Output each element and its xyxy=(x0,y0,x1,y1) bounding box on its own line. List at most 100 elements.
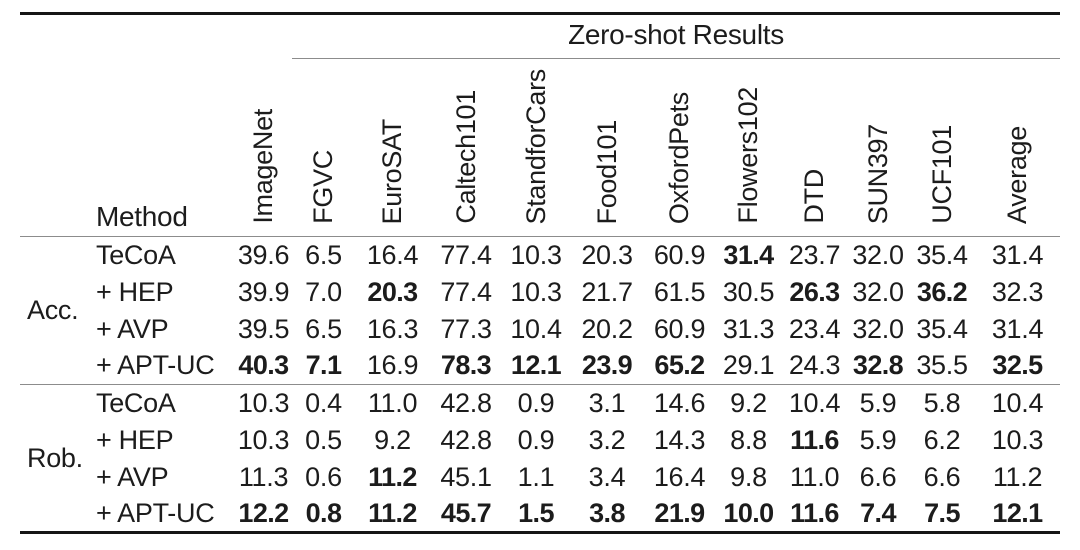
row-group-label: Acc. xyxy=(20,236,90,385)
value-cell: 0.5 xyxy=(305,424,342,455)
value-cell: 10.4 xyxy=(991,387,1044,418)
col-header-label: UCF101 xyxy=(926,125,957,224)
value-cell: 31.4 xyxy=(991,239,1044,270)
value-cell: 11.6 xyxy=(790,424,839,455)
value-cell: 42.8 xyxy=(440,387,492,418)
col-header-oxfordpets: OxfordPets xyxy=(644,58,715,237)
value-cell: 61.5 xyxy=(653,276,706,307)
value-cell: 7.5 xyxy=(924,497,960,528)
value-cell: 35.4 xyxy=(916,239,968,270)
value-cell: 35.4 xyxy=(916,313,968,344)
table-row: + APT-UC 40.3 7.1 16.9 78.3 12.1 23.9 65.2 29.1 2… xyxy=(20,347,1060,385)
table-body: Acc. TeCoA 39.6 6.5 16.4 77.4 10.3 20.3 60.9 31.4… xyxy=(20,236,1060,533)
value-cell: 32.5 xyxy=(975,347,1060,385)
value-cell: 77.4 xyxy=(440,239,492,270)
col-header-label: EuroSAT xyxy=(377,118,407,224)
method-cell: + AVP xyxy=(96,313,169,344)
table-row: Rob. TeCoA 10.3 0.4 11.0 42.8 0.9 3.1 14.6 9.2 10.… xyxy=(20,385,1060,473)
col-header-fgvc: FGVC xyxy=(292,58,355,237)
value-cell: 6.6 xyxy=(923,461,961,492)
value-cell: 12.1 xyxy=(502,347,570,385)
zero-shot-results-title: Zero-shot Results xyxy=(292,13,1060,59)
method-cell: + HEP xyxy=(96,424,174,455)
value-cell: 0.6 xyxy=(305,461,342,492)
value-cell: 9.8 xyxy=(730,461,767,492)
value-cell: 21.7 xyxy=(581,276,633,307)
value-cell: 11.3 xyxy=(238,461,289,492)
col-header-label: ImageNet xyxy=(248,109,278,224)
value-cell: 10.3 xyxy=(510,276,562,307)
row-group-label: Rob. xyxy=(27,442,83,473)
col-header-label: Average xyxy=(1002,126,1032,224)
table-row: + APT-UC 12.2 0.8 11.2 45.7 1.5 3.8 21.9 10.0 11.… xyxy=(20,496,1060,533)
value-cell: 10.4 xyxy=(510,313,562,344)
col-header-food101: Food101 xyxy=(570,58,644,237)
value-cell: 16.9 xyxy=(355,347,430,385)
value-cell: 11.2 xyxy=(368,461,417,492)
value-cell: 10.3 xyxy=(237,424,290,455)
results-table: Zero-shot Results Method ImageNet FGVC E… xyxy=(20,12,1060,534)
value-cell: 23.4 xyxy=(788,313,841,344)
method-cell: + APT-UC xyxy=(96,497,215,528)
value-cell: 32.0 xyxy=(852,276,904,307)
value-cell: 45.7 xyxy=(440,497,492,528)
value-cell: 5.9 xyxy=(859,387,897,418)
title-spacer xyxy=(20,14,292,59)
value-cell: 9.2 xyxy=(730,387,767,418)
value-cell: 23.9 xyxy=(570,347,644,385)
value-cell: 42.8 xyxy=(440,424,492,455)
value-cell: 0.9 xyxy=(517,424,555,455)
column-header-row: Method ImageNet FGVC EuroSAT Caltech101 … xyxy=(20,58,1060,237)
value-cell: 12.1 xyxy=(992,497,1043,528)
value-cell: 39.9 xyxy=(237,276,290,307)
value-cell: 78.3 xyxy=(430,347,502,385)
value-cell: 11.6 xyxy=(790,497,839,528)
value-cell: 6.5 xyxy=(305,239,342,270)
value-cell: 10.3 xyxy=(510,239,562,270)
value-cell: 32.0 xyxy=(852,239,904,270)
value-cell: 30.5 xyxy=(722,276,775,307)
group-header-empty xyxy=(20,58,90,237)
value-cell: 10.3 xyxy=(991,424,1044,455)
table-row: + HEP 10.3 0.5 9.2 42.8 0.9 3.2 14.3 8.8 11.6 5.9 6… xyxy=(20,422,1060,459)
col-header-eurosat: EuroSAT xyxy=(355,58,430,237)
col-header-flowers102: Flowers102 xyxy=(715,58,782,237)
value-cell: 20.3 xyxy=(581,239,633,270)
value-cell: 6.2 xyxy=(923,424,961,455)
value-cell: 10.3 xyxy=(237,387,290,418)
value-cell: 60.9 xyxy=(653,239,706,270)
title-row: Zero-shot Results xyxy=(20,13,1060,59)
value-cell: 32.0 xyxy=(852,313,904,344)
value-cell: 77.3 xyxy=(440,313,492,344)
col-header-label: SUN397 xyxy=(862,123,893,224)
col-header-average: Average xyxy=(975,58,1060,237)
value-cell: 77.4 xyxy=(440,276,492,307)
value-cell: 14.6 xyxy=(653,387,706,418)
method-cell: + HEP xyxy=(96,276,174,307)
value-cell: 39.5 xyxy=(237,313,290,344)
value-cell: 5.8 xyxy=(923,387,961,418)
value-cell: 20.2 xyxy=(581,313,633,344)
col-header-label: Food101 xyxy=(591,119,622,225)
value-cell: 3.1 xyxy=(588,387,626,418)
value-cell: 32.8 xyxy=(847,347,909,385)
value-cell: 12.2 xyxy=(238,497,289,528)
value-cell: 1.5 xyxy=(518,497,554,528)
table-row: + AVP 11.3 0.6 11.2 45.1 1.1 3.4 16.4 9.8 11.0 6.6… xyxy=(20,459,1060,496)
col-header-label: OxfordPets xyxy=(664,91,694,224)
col-header-label: Flowers102 xyxy=(733,87,763,224)
table-row: Acc. TeCoA 39.6 6.5 16.4 77.4 10.3 20.3 60.9 31.4… xyxy=(20,236,1060,385)
value-cell: 7.0 xyxy=(305,276,342,307)
value-cell: 45.1 xyxy=(440,461,492,492)
col-header-sun397: SUN397 xyxy=(847,58,909,237)
value-cell: 36.2 xyxy=(916,276,968,307)
value-cell: 7.1 xyxy=(292,347,355,385)
value-cell: 6.5 xyxy=(305,313,342,344)
col-header-dtd: DTD xyxy=(782,58,847,237)
value-cell: 0.8 xyxy=(305,497,342,528)
value-cell: 65.2 xyxy=(644,347,715,385)
value-cell: 32.3 xyxy=(991,276,1044,307)
col-header-label: FGVC xyxy=(308,150,338,224)
value-cell: 16.3 xyxy=(366,313,419,344)
method-cell: + APT-UC xyxy=(90,347,235,385)
